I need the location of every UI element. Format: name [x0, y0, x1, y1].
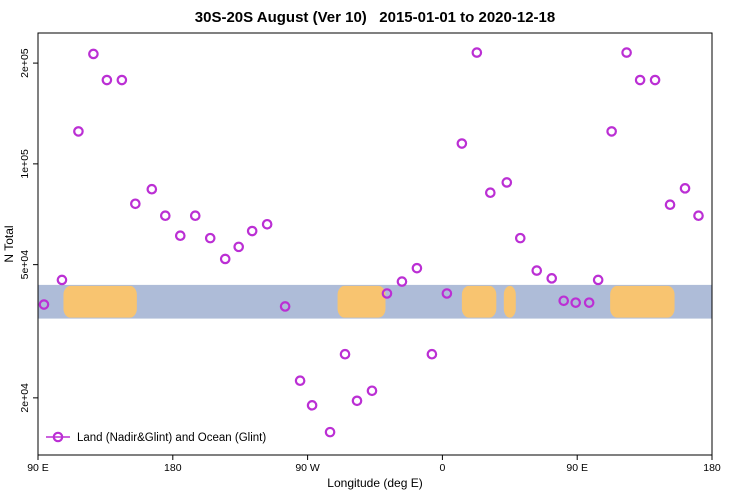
land-patch	[503, 285, 516, 318]
x-tick-label: 180	[703, 462, 721, 474]
data-point	[471, 47, 483, 58]
x-axis-label: Longitude (deg E)	[327, 476, 422, 490]
data-point	[592, 274, 604, 286]
data-point	[441, 288, 453, 299]
y-tick-label: 2e+05	[19, 48, 31, 78]
data-point	[664, 199, 676, 211]
data-point	[381, 288, 393, 299]
x-tick-label: 0	[439, 462, 445, 474]
y-tick-label: 5e+04	[19, 250, 31, 280]
legend-marker-icon	[52, 431, 64, 443]
data-point	[501, 177, 513, 188]
y-tick-label: 2e+04	[19, 383, 31, 413]
data-point	[411, 262, 423, 274]
land-patch	[337, 285, 386, 318]
data-point	[116, 74, 128, 86]
legend-label: Land (Nadir&Glint) and Ocean (Glint)	[77, 432, 266, 444]
y-axis-label: N Total	[2, 225, 16, 262]
data-point	[339, 348, 351, 360]
data-point	[174, 230, 186, 242]
data-point	[583, 297, 595, 308]
data-point	[366, 385, 378, 397]
data-point	[88, 48, 99, 60]
land-patch	[461, 285, 497, 318]
data-point	[38, 299, 50, 310]
data-point	[679, 183, 691, 194]
data-point	[294, 375, 306, 387]
x-tick-label: 90 E	[566, 462, 588, 474]
data-point	[531, 265, 543, 276]
data-point	[456, 138, 468, 149]
data-point	[324, 426, 336, 438]
map-strip	[38, 284, 712, 319]
data-point	[634, 74, 646, 86]
data-point	[606, 126, 617, 137]
data-point	[514, 232, 526, 244]
chart-title: 30S-20S August (Ver 10) 2015-01-01 to 20…	[194, 9, 556, 26]
data-point	[485, 187, 496, 199]
data-points	[38, 47, 704, 438]
data-point	[189, 210, 201, 222]
y-tick-label: 1e+05	[19, 149, 31, 179]
x-tick-label: 90 E	[27, 462, 49, 474]
data-point	[306, 400, 318, 411]
data-point	[693, 210, 704, 222]
x-tick-label: 180	[164, 462, 182, 474]
data-point	[130, 198, 141, 210]
data-point	[246, 225, 258, 237]
data-point	[261, 218, 273, 230]
data-point	[396, 276, 408, 287]
data-point	[146, 183, 158, 195]
data-point	[219, 253, 231, 265]
data-point	[649, 74, 661, 86]
land-patch	[610, 285, 675, 318]
legend: Land (Nadir&Glint) and Ocean (Glint)	[46, 431, 266, 444]
data-point	[279, 301, 291, 312]
data-point	[351, 395, 363, 407]
data-point	[546, 273, 558, 284]
data-point	[621, 47, 632, 58]
data-point	[101, 74, 113, 86]
data-point	[160, 210, 171, 222]
land-patch	[63, 285, 137, 318]
plot-border	[37, 32, 713, 456]
x-tick-label: 90 W	[295, 462, 320, 474]
data-point	[56, 274, 68, 286]
data-point	[233, 241, 245, 253]
data-point	[558, 295, 570, 307]
data-point	[570, 297, 582, 308]
data-point	[426, 348, 438, 360]
data-point	[204, 232, 216, 244]
data-point	[73, 126, 84, 137]
axes: 90 E 180 90 W 0 90 E 180 2e+04 5e+04 1e+05 2e+05	[19, 32, 721, 474]
